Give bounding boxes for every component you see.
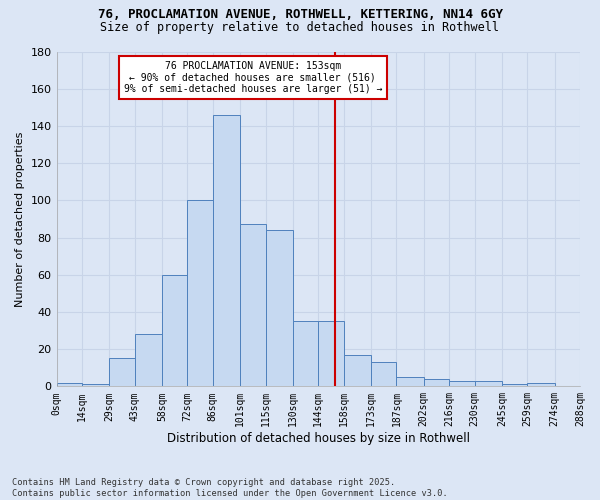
Bar	[475, 381, 502, 386]
Bar	[162, 274, 187, 386]
Bar	[449, 381, 475, 386]
Bar	[56, 382, 82, 386]
Text: Contains HM Land Registry data © Crown copyright and database right 2025.
Contai: Contains HM Land Registry data © Crown c…	[12, 478, 448, 498]
Bar	[424, 379, 449, 386]
Text: 76, PROCLAMATION AVENUE, ROTHWELL, KETTERING, NN14 6GY: 76, PROCLAMATION AVENUE, ROTHWELL, KETTE…	[97, 8, 503, 20]
Bar	[318, 321, 344, 386]
Y-axis label: Number of detached properties: Number of detached properties	[15, 131, 25, 306]
Bar	[344, 354, 371, 386]
Bar	[371, 362, 397, 386]
Bar	[502, 384, 527, 386]
Bar	[240, 224, 266, 386]
Bar	[187, 200, 213, 386]
Bar	[293, 321, 318, 386]
Bar	[527, 382, 554, 386]
Bar	[397, 377, 424, 386]
Bar	[109, 358, 134, 386]
Bar	[134, 334, 162, 386]
X-axis label: Distribution of detached houses by size in Rothwell: Distribution of detached houses by size …	[167, 432, 470, 445]
Text: 76 PROCLAMATION AVENUE: 153sqm
← 90% of detached houses are smaller (516)
9% of : 76 PROCLAMATION AVENUE: 153sqm ← 90% of …	[124, 61, 382, 94]
Text: Size of property relative to detached houses in Rothwell: Size of property relative to detached ho…	[101, 22, 499, 35]
Bar	[82, 384, 109, 386]
Bar	[213, 114, 240, 386]
Bar	[266, 230, 293, 386]
